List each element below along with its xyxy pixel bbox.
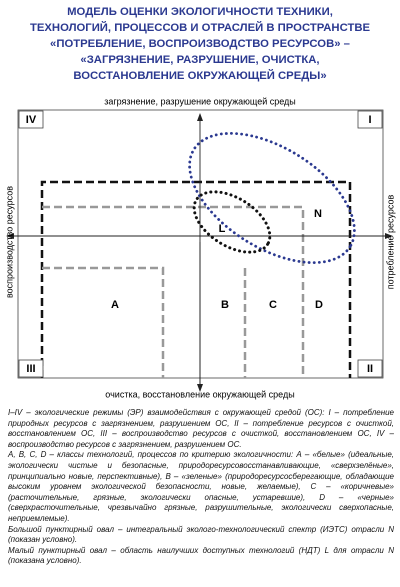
frame	[17, 109, 384, 379]
title-line: ТЕХНОЛОГИЙ, ПРОЦЕССОВ И ОТРАСЛЕЙ В ПРОСТ…	[29, 22, 371, 34]
axis-label-top: загрязнение, разрушение окружающей среды	[104, 96, 296, 106]
quadrant-label: IV	[26, 114, 37, 126]
quadrant-label: II	[367, 363, 373, 375]
axis-label-right: потребление ресурсов	[385, 195, 395, 290]
region-c-border	[42, 205, 305, 378]
title-line: «ЗАГРЯЗНЕНИЕ, РАЗРУШЕНИЕ, ОЧИСТКА,	[80, 54, 320, 66]
large-oval	[188, 131, 356, 265]
small-oval	[192, 190, 272, 254]
quadrant-label: I	[368, 114, 371, 126]
diagram: загрязнение, разрушение окружающей среды…	[4, 96, 395, 399]
quadrant-box	[357, 110, 383, 129]
caption-paragraph: А, В, С, D – классы технологий, процессо…	[8, 450, 394, 523]
caption-paragraph: I–IV – экологические режимы (ЭР) взаимод…	[8, 408, 394, 449]
quadrant-box	[357, 359, 383, 378]
quadrant-label: III	[26, 363, 35, 375]
title: МОДЕЛЬ ОЦЕНКИ ЭКОЛОГИЧНОСТИ ТЕХНИКИ, ТЕХ…	[0, 4, 400, 84]
quadrant-box	[18, 359, 44, 378]
title-line: ВОССТАНОВЛЕНИЕ ОКРУЖАЮЩЕЙ СРЕДЫ»	[73, 70, 327, 82]
axis-label-left: воспроизводство ресурсов	[4, 186, 14, 298]
caption-paragraph: Большой пунктирный овал – интегральный э…	[8, 524, 394, 545]
region-d-border	[40, 180, 352, 378]
oval-label: L	[219, 223, 226, 235]
region-label: A	[111, 299, 119, 311]
region-a-border	[42, 266, 165, 378]
title-line: «ПОТРЕБЛЕНИЕ, ВОСПРОИЗВОДСТВО РЕСУРСОВ» …	[50, 38, 350, 50]
region-label: B	[221, 299, 229, 311]
oval-label: N	[314, 208, 322, 220]
region-label: C	[269, 299, 277, 311]
caption: I–IV – экологические режимы (ЭР) взаимод…	[8, 408, 394, 567]
axis-label-bottom: очистка, восстановление окружающей среды	[105, 389, 294, 399]
region-label: D	[315, 299, 323, 311]
caption-paragraph: Малый пунктирный овал – область наилучши…	[8, 545, 394, 566]
title-line: МОДЕЛЬ ОЦЕНКИ ЭКОЛОГИЧНОСТИ ТЕХНИКИ,	[67, 6, 333, 18]
quadrant-box	[18, 110, 44, 129]
